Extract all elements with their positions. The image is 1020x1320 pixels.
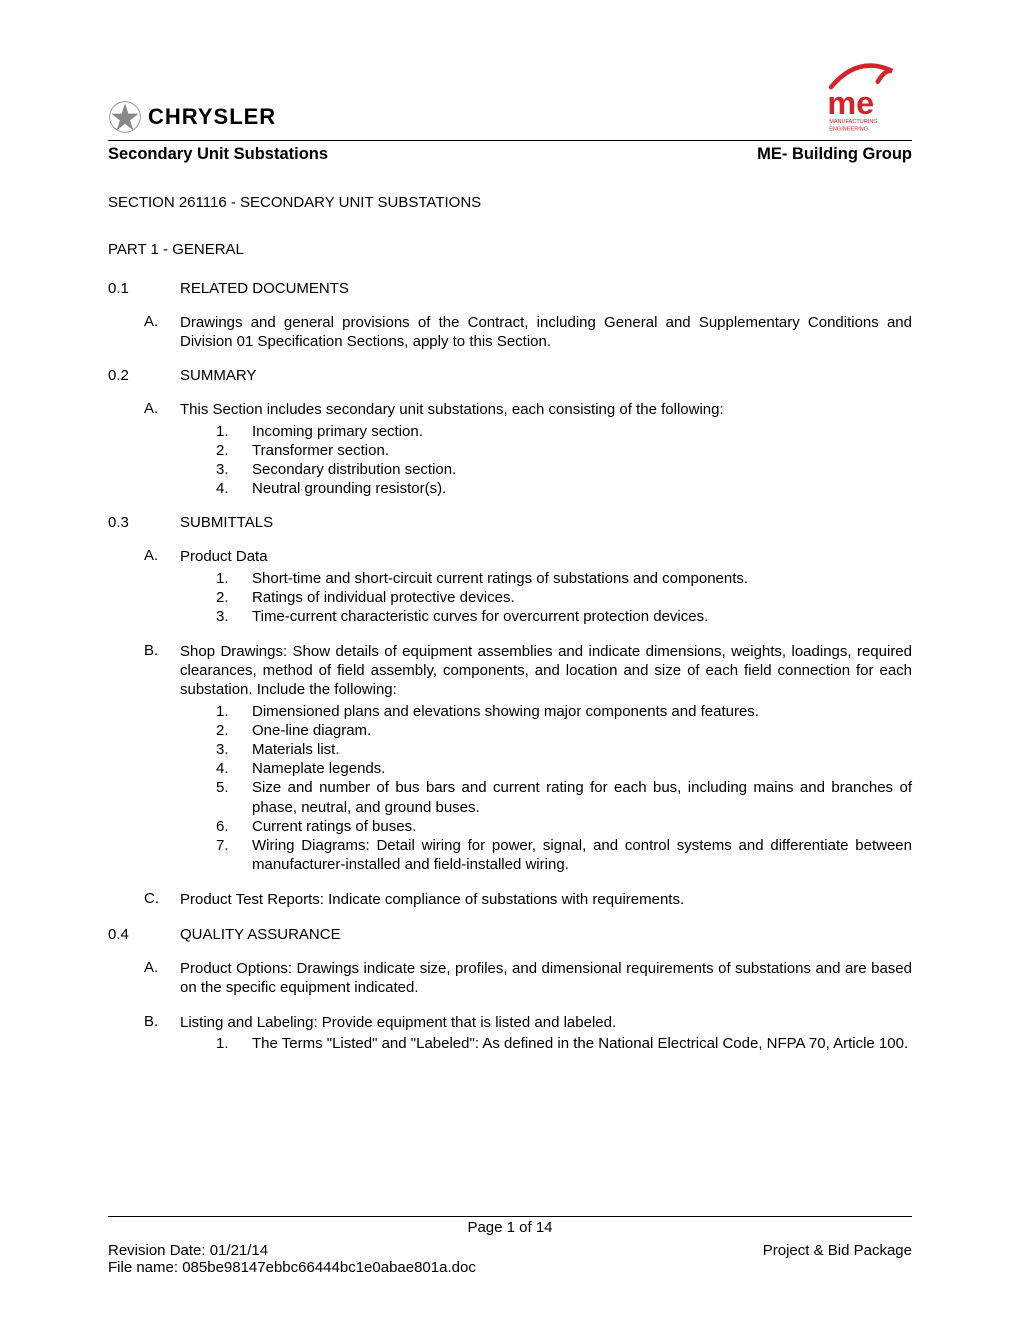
section-heading: SECTION 261116 - SECONDARY UNIT SUBSTATI… [108,194,912,211]
label-A: A. [144,313,180,351]
heading-num: 0.2 [108,367,180,384]
text: Product Test Reports: Indicate complianc… [180,890,912,909]
list-item: 2.Ratings of individual protective devic… [216,588,912,607]
footer: Page 1 of 14 Revision Date: 01/21/14 Pro… [108,1216,912,1276]
list-item: 1.Dimensioned plans and elevations showi… [216,702,912,721]
list-0-3-B: 1.Dimensioned plans and elevations showi… [216,702,912,875]
label-C: C. [144,890,180,909]
heading-num: 0.3 [108,514,180,531]
heading-0-1: 0.1 RELATED DOCUMENTS [108,280,912,297]
para-0-4-B: B. Listing and Labeling: Provide equipme… [108,1013,912,1032]
list-item: 1.Short-time and short-circuit current r… [216,569,912,588]
header: CHRYSLER me MANUFACTURING ENGINEERING [108,62,912,134]
list-item: 5.Size and number of bus bars and curren… [216,778,912,816]
list-item: 1.Incoming primary section. [216,422,912,441]
me-text2: ENGINEERING [829,126,868,132]
doc-title-right: ME- Building Group [757,145,912,164]
text: Product Data [180,547,912,566]
me-logo: me MANUFACTURING ENGINEERING [822,62,912,134]
doc-title-left: Secondary Unit Substations [108,145,328,164]
label-B: B. [144,1013,180,1032]
heading-num: 0.1 [108,280,180,297]
para-0-3-B: B. Shop Drawings: Show details of equipm… [108,642,912,700]
chrysler-wordmark: CHRYSLER [148,104,276,130]
heading-0-2: 0.2 SUMMARY [108,367,912,384]
project-bid: Project & Bid Package [763,1242,912,1259]
text: This Section includes secondary unit sub… [180,400,912,419]
revision-date: Revision Date: 01/21/14 [108,1242,268,1259]
list-item: 2.Transformer section. [216,441,912,460]
list-0-2-A: 1.Incoming primary section. 2.Transforme… [216,422,912,499]
file-name: File name: 085be98147ebbc66444bc1e0abae8… [108,1259,912,1276]
text: Product Options: Drawings indicate size,… [180,959,912,997]
pentastar-icon [108,100,142,134]
list-item: 6.Current ratings of buses. [216,817,912,836]
page-number: Page 1 of 14 [108,1219,912,1236]
header-rule [108,140,912,141]
label-B: B. [144,642,180,700]
list-item: 7.Wiring Diagrams: Detail wiring for pow… [216,836,912,874]
list-0-4-B: 1.The Terms "Listed" and "Labeled": As d… [216,1034,912,1053]
heading-0-4: 0.4 QUALITY ASSURANCE [108,926,912,943]
me-text1: MANUFACTURING [829,119,878,125]
footer-rule [108,1216,912,1217]
chrysler-logo: CHRYSLER [108,100,276,134]
page: CHRYSLER me MANUFACTURING ENGINEERING Se… [0,0,1020,1320]
heading-0-3: 0.3 SUBMITTALS [108,514,912,531]
text: Shop Drawings: Show details of equipment… [180,642,912,700]
text: Drawings and general provisions of the C… [180,313,912,351]
heading-num: 0.4 [108,926,180,943]
footer-row-1: Revision Date: 01/21/14 Project & Bid Pa… [108,1242,912,1259]
label-A: A. [144,959,180,997]
heading-text: SUMMARY [180,367,256,384]
para-0-3-A: A. Product Data [108,547,912,566]
list-item: 3.Secondary distribution section. [216,460,912,479]
label-A: A. [144,400,180,419]
part-heading: PART 1 - GENERAL [108,241,912,258]
text: Listing and Labeling: Provide equipment … [180,1013,912,1032]
list-item: 2.One-line diagram. [216,721,912,740]
para-0-3-C: C. Product Test Reports: Indicate compli… [108,890,912,909]
list-item: 3.Time-current characteristic curves for… [216,607,912,626]
list-item: 4.Nameplate legends. [216,759,912,778]
list-item: 1.The Terms "Listed" and "Labeled": As d… [216,1034,912,1053]
label-A: A. [144,547,180,566]
list-0-3-A: 1.Short-time and short-circuit current r… [216,569,912,627]
heading-text: QUALITY ASSURANCE [180,926,341,943]
svg-text:me: me [827,85,874,121]
list-item: 3.Materials list. [216,740,912,759]
para-0-1-A: A. Drawings and general provisions of th… [108,313,912,351]
para-0-4-A: A. Product Options: Drawings indicate si… [108,959,912,997]
list-item: 4.Neutral grounding resistor(s). [216,479,912,498]
heading-text: SUBMITTALS [180,514,273,531]
title-row: Secondary Unit Substations ME- Building … [108,145,912,164]
heading-text: RELATED DOCUMENTS [180,280,349,297]
para-0-2-A: A. This Section includes secondary unit … [108,400,912,419]
